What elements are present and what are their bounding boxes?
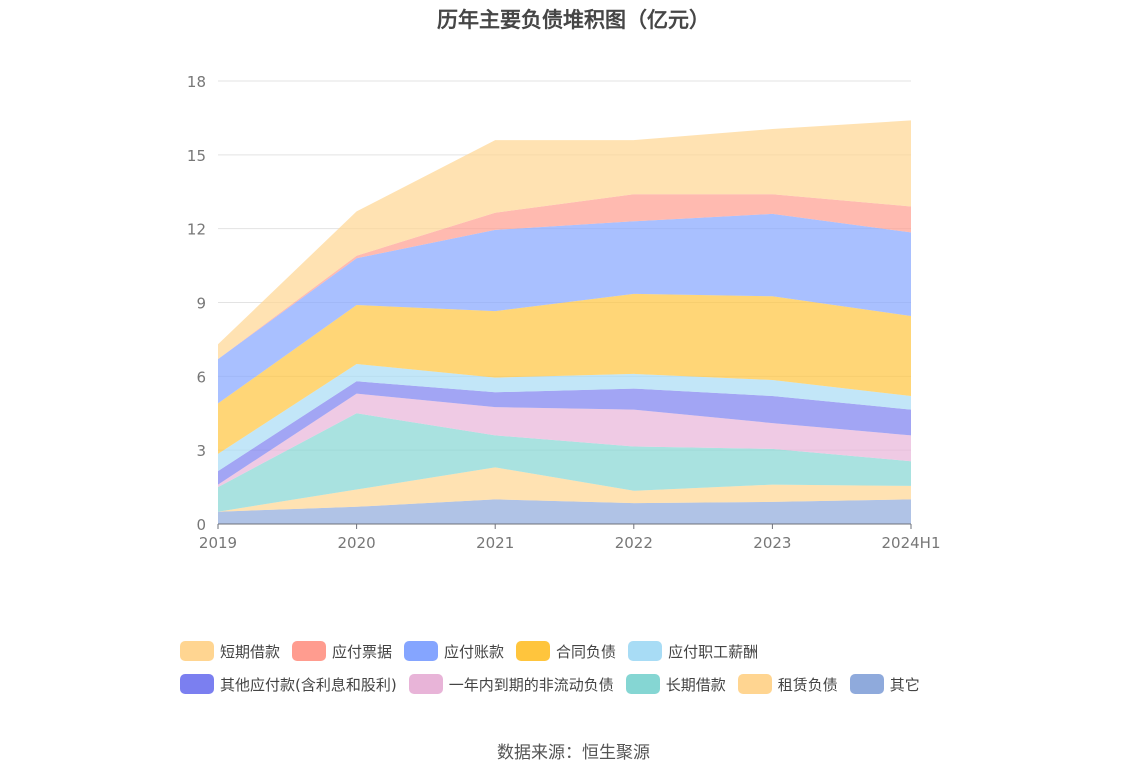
legend-item[interactable]: 其它 xyxy=(849,674,920,695)
legend-item[interactable]: 应付票据 xyxy=(292,641,392,662)
axis-layer: 2019 2020 2021 2022 2023 2024H1 xyxy=(199,523,941,552)
x-tick-label: 2024H1 xyxy=(882,534,941,552)
legend-swatch xyxy=(404,641,439,661)
legend-swatch xyxy=(628,641,663,661)
legend-row: 短期借款 应付票据 应付账款 合同负债 应付职工薪酬 xyxy=(180,640,1010,662)
legend-swatch xyxy=(625,674,660,694)
area-series xyxy=(218,381,911,485)
x-tick-label: 2022 xyxy=(615,534,653,552)
y-tick-label: 9 xyxy=(196,295,206,313)
legend-swatch xyxy=(180,641,214,661)
legend-label: 应付职工薪酬 xyxy=(668,642,759,661)
area-series xyxy=(218,467,911,512)
legend-swatch xyxy=(849,674,884,694)
x-tick-label: 2023 xyxy=(753,534,791,552)
legend-item[interactable]: 租赁负债 xyxy=(737,674,838,695)
legend: 短期借款 应付票据 应付账款 合同负债 应付职工薪酬 其他应付款(含利息和股利) 一年内到… xyxy=(180,640,1010,706)
legend-label: 租赁负债 xyxy=(777,675,838,694)
y-tick-label: 3 xyxy=(196,442,206,460)
legend-swatch xyxy=(180,674,214,694)
y-tick-label: 0 xyxy=(196,516,206,534)
x-tick-label: 2020 xyxy=(338,534,376,552)
source-note: 数据来源：恒生聚源 xyxy=(497,743,650,763)
y-tick-label: 18 xyxy=(187,73,206,91)
y-tick-label: 6 xyxy=(196,368,206,386)
legend-swatch xyxy=(737,674,772,694)
legend-item[interactable]: 合同负债 xyxy=(516,641,616,662)
legend-label: 应付账款 xyxy=(444,642,505,661)
legend-item[interactable]: 应付职工薪酬 xyxy=(628,641,758,662)
chart-title: 历年主要负债堆积图（亿元） xyxy=(437,8,710,32)
legend-swatch xyxy=(292,641,327,661)
legend-label: 长期借款 xyxy=(665,675,726,694)
legend-swatch xyxy=(408,674,443,694)
x-tick-label: 2019 xyxy=(199,534,237,552)
area-series xyxy=(218,120,911,360)
legend-label: 合同负债 xyxy=(556,642,617,661)
legend-swatch xyxy=(516,641,551,661)
area-series xyxy=(218,413,911,512)
area-series xyxy=(218,364,911,472)
area-series xyxy=(218,293,911,454)
legend-label: 其它 xyxy=(889,675,920,694)
legend-label: 应付票据 xyxy=(332,642,393,661)
area-series xyxy=(218,499,911,524)
legend-row: 其他应付款(含利息和股利) 一年内到期的非流动负债 长期借款 租赁负债 其它 xyxy=(180,673,1010,695)
legend-label: 其他应付款(含利息和股利) xyxy=(220,675,397,694)
area-series xyxy=(218,213,911,404)
area-series xyxy=(218,194,911,360)
legend-item[interactable]: 短期借款 xyxy=(180,641,280,662)
legend-item[interactable]: 应付账款 xyxy=(404,641,504,662)
legend-item[interactable]: 长期借款 xyxy=(625,674,726,695)
legend-item[interactable]: 一年内到期的非流动负债 xyxy=(408,674,614,695)
legend-label: 一年内到期的非流动负债 xyxy=(448,675,614,694)
area-layer xyxy=(218,120,911,524)
y-tick-label: 12 xyxy=(187,221,206,239)
area-series xyxy=(218,393,911,488)
legend-label: 短期借款 xyxy=(220,642,281,661)
stacked-area-chart: 0 3 6 9 12 15 18 2019 2020 2021 2022 2023 2024H1 xyxy=(187,73,941,552)
x-tick-label: 2021 xyxy=(476,534,514,552)
legend-item[interactable]: 其他应付款(含利息和股利) xyxy=(180,674,397,695)
y-tick-label: 15 xyxy=(187,147,206,165)
